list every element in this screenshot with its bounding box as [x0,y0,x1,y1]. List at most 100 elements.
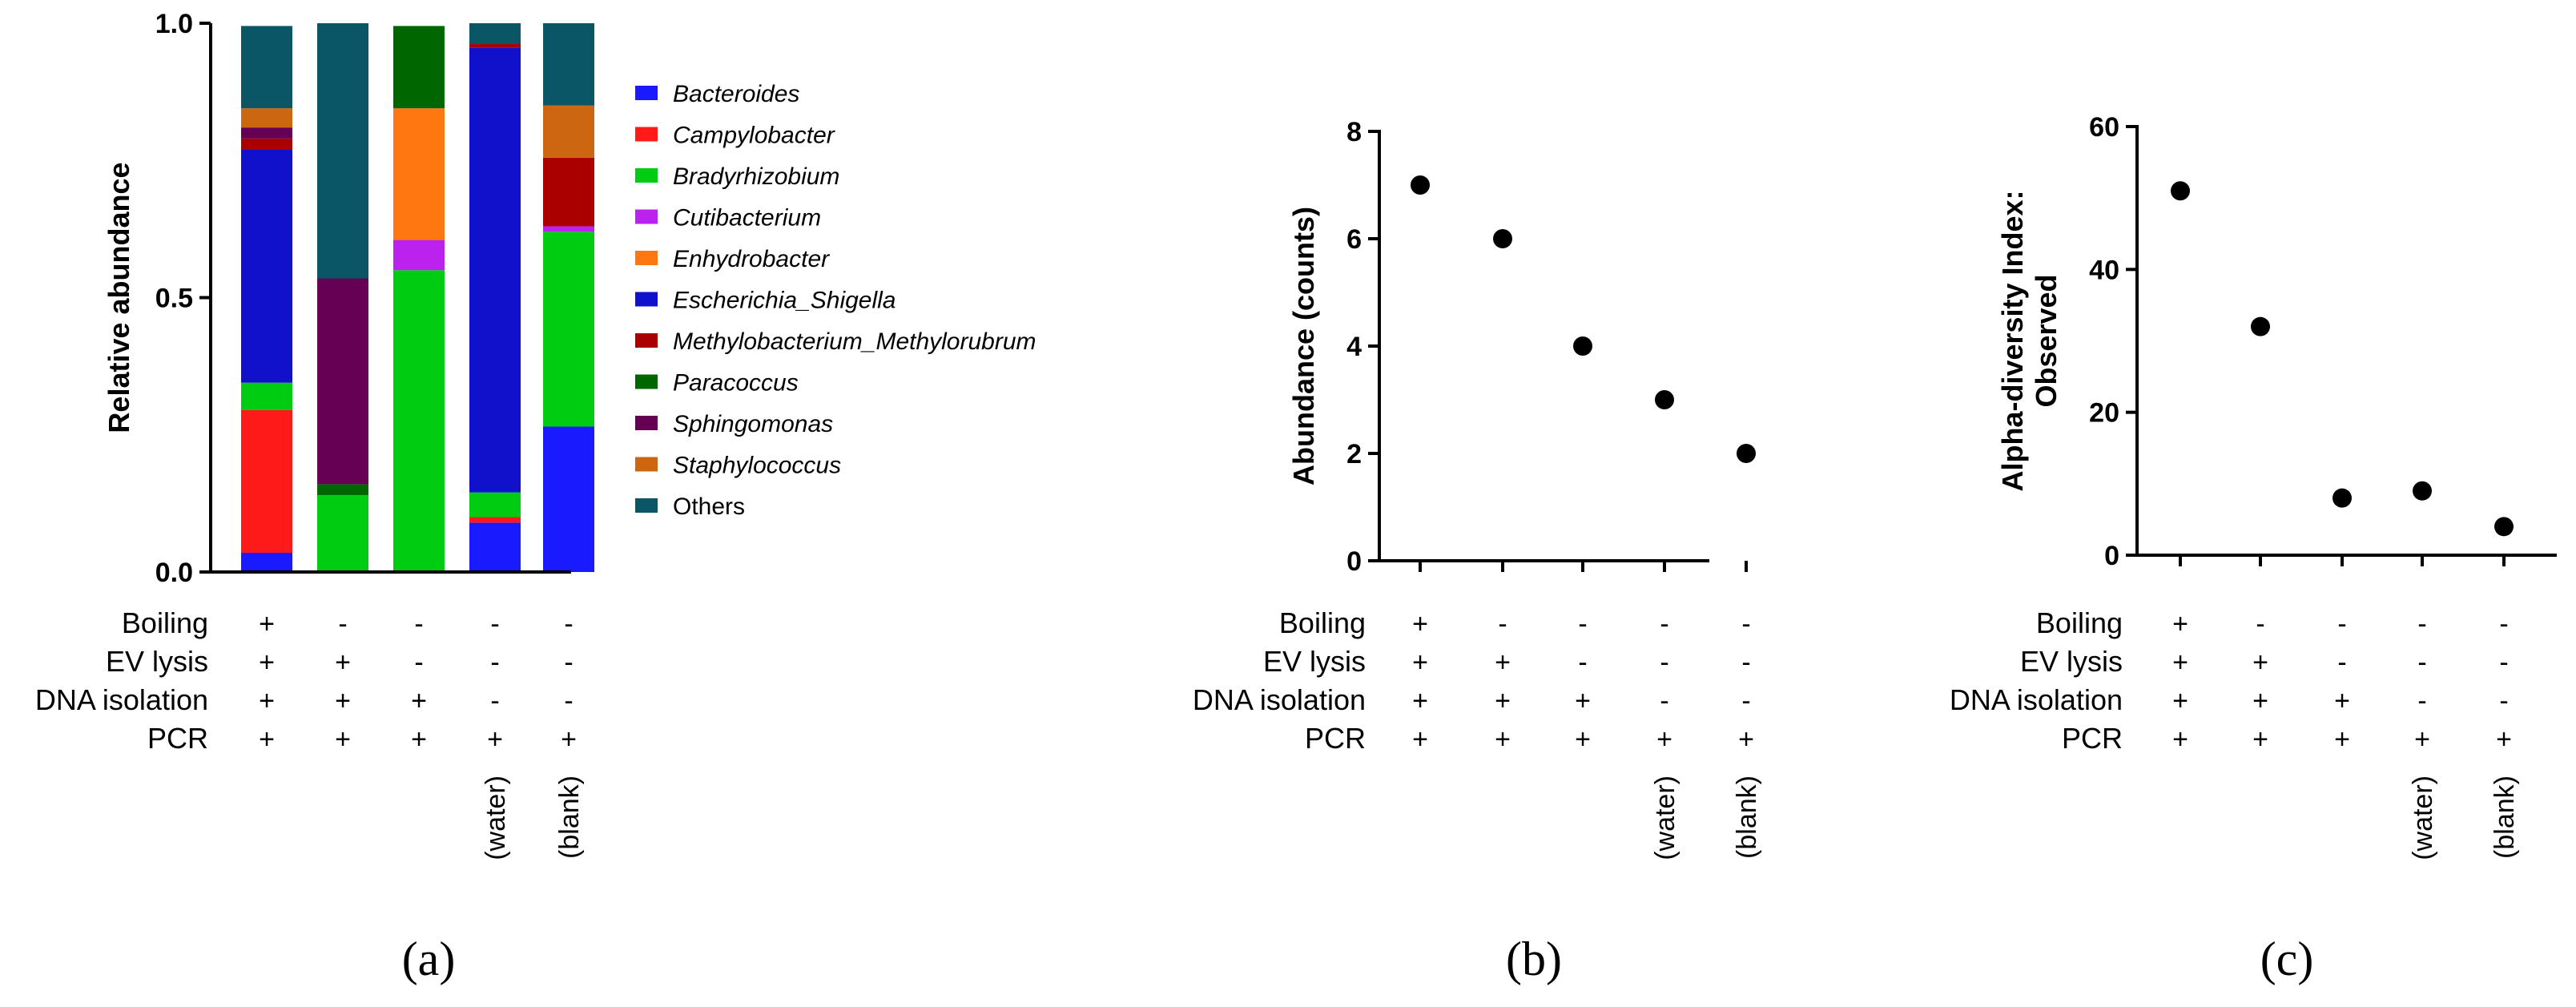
sign-r2-c0: + [1412,686,1428,716]
bars [241,23,594,572]
condition-label-0: Boiling [1279,606,1366,639]
sign-r0-c4: - [564,609,573,639]
condition-label-1: EV lysis [1263,645,1366,678]
y-tick-label: 0.5 [155,284,193,314]
data-point [1573,336,1592,356]
y-tick-label: 1.0 [155,9,193,39]
legend-swatch [635,457,658,472]
bar-segment [543,226,594,232]
data-point [2413,481,2432,501]
bar-segment [317,23,368,279]
y-tick-label: 0 [1346,546,1362,577]
sign-r0-c1: - [338,609,347,639]
sign-r3-c4: + [2496,724,2512,755]
legend-swatch [635,127,658,142]
bar-segment [469,47,521,493]
sign-r0-c2: - [414,609,423,639]
sign-r0-c0: + [1412,609,1428,639]
sign-r2-c3: - [1660,686,1668,716]
sign-r3-c3: + [2414,724,2430,755]
sign-r2-c2: + [1575,686,1591,716]
sign-r1-c3: - [1660,647,1668,678]
legend-label: Escherichia_Shigella [673,288,896,314]
sign-r2-c3: - [490,686,499,716]
sign-r0-c0: + [259,609,275,639]
sign-r2-c4: - [564,686,573,716]
sign-r0-c3: - [2417,609,2426,639]
bar-segment [393,270,445,572]
bar-segment [317,484,368,496]
axes: 0.0 0.5 1.0 Relative abundance [103,9,571,588]
condition-label-1: EV lysis [106,645,208,678]
y-tick-label: 2 [1346,439,1362,469]
y-tick-label: 20 [2089,398,2119,429]
condition-label-2: DNA isolation [35,683,208,716]
data-point [1411,175,1430,195]
condition-label-0: Boiling [122,606,208,639]
condition-label-3: PCR [1305,722,1366,755]
sign-r3-c0: + [259,724,275,755]
bar-segment [241,409,292,554]
bar-segment [543,157,594,227]
sample-note-4: (blank) [1732,775,1762,859]
panel-c-scatter-chart: 0 20 40 60 Alpha-diversity Index: Observed Bo… [1950,112,2557,985]
sign-r3-c3: + [487,724,503,755]
sign-r2-c3: - [2417,686,2426,716]
sign-r3-c3: + [1656,724,1672,755]
y-tick-label: 40 [2089,255,2119,285]
sample-note-3: (water) [481,775,511,860]
panel-label: (a) [402,932,456,985]
legend-label: Bacteroides [673,81,799,107]
condition-table: Boiling + - - - - EV lysis + + - - - DNA isolation + +… [1193,606,1762,860]
sample-note-4: (blank) [554,775,585,859]
panel-label: (c) [2260,932,2314,985]
legend-label: Cutibacterium [673,205,821,232]
sign-r0-c1: - [1498,609,1507,639]
legend: Bacteroides Campylobacter Bradyrhizobium Cu… [635,81,1036,520]
legend-swatch [635,374,658,389]
condition-label-2: DNA isolation [1950,683,2123,716]
sample-note-3: (water) [2408,775,2438,860]
sign-r2-c1: + [2252,686,2268,716]
bar-segment [317,495,368,572]
data-point [2332,488,2352,508]
legend-label: Methylobacterium_Methylorubrum [673,328,1036,355]
bar-segment [241,149,292,383]
sign-r0-c2: - [1578,609,1587,639]
condition-label-0: Boiling [2036,606,2123,639]
sign-r1-c2: - [414,647,423,678]
axes: 0 2 4 6 8 Abundance (counts) [1287,117,1748,577]
condition-label-2: DNA isolation [1193,683,1366,716]
sign-r3-c1: + [335,724,351,755]
bar-segment [469,517,521,523]
y-tick-label: 4 [1346,332,1362,362]
sign-r0-c4: - [2499,609,2508,639]
sign-r1-c2: - [2337,647,2346,678]
sign-r1-c3: - [2417,647,2426,678]
bar-segment [393,240,445,271]
bar-segment [543,23,594,106]
sign-r1-c0: + [259,647,275,678]
legend-label: Campylobacter [673,123,835,149]
bar-segment [469,522,521,572]
data-point [1493,229,1512,248]
legend-swatch [635,498,658,513]
sign-r1-c4: - [2499,647,2508,678]
sign-r2-c0: + [259,686,275,716]
y-tick-label: 60 [2089,112,2119,143]
sign-r1-c1: + [335,647,351,678]
sign-r2-c4: - [1741,686,1750,716]
y-axis-label: Observed [2030,274,2063,407]
points [1411,175,1756,463]
legend-swatch [635,168,658,183]
legend-label: Others [673,493,745,520]
axes: 0 20 40 60 Alpha-diversity Index: Observed [1996,112,2557,571]
sign-r3-c0: + [2172,724,2188,755]
sign-r3-c2: + [2334,724,2350,755]
data-point [1655,390,1674,409]
legend-label: Staphylococcus [673,453,841,479]
legend-swatch [635,416,658,430]
condition-label-3: PCR [147,722,208,755]
sign-r0-c4: - [1741,609,1750,639]
